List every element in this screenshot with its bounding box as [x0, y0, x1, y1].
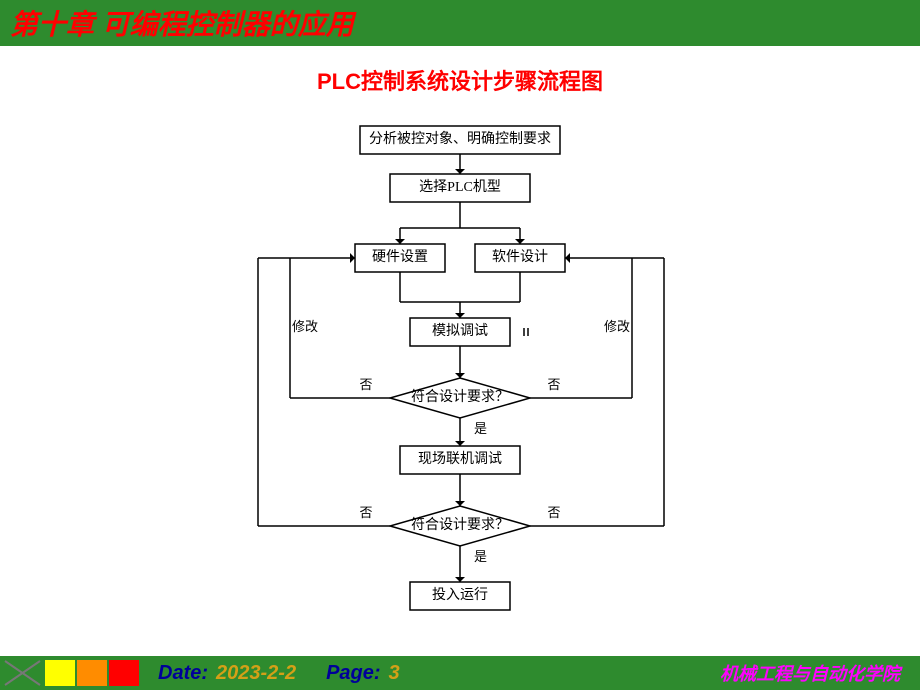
svg-text:修改: 修改 [292, 319, 318, 334]
page-label: Page: [326, 662, 380, 685]
svg-text:否: 否 [547, 505, 560, 520]
date-label: Date: [158, 662, 208, 685]
svg-text:硬件设置: 硬件设置 [372, 249, 428, 265]
svg-text:符合设计要求？: 符合设计要求？ [411, 517, 509, 533]
svg-text:否: 否 [359, 377, 372, 392]
footer-bar: Date: 2023-2-2 Page: 3 机械工程与自动化学院 [0, 656, 920, 690]
svg-text:软件设计: 软件设计 [492, 249, 548, 265]
page-value: 3 [389, 662, 400, 685]
svg-text:模拟调试: 模拟调试 [432, 323, 488, 339]
slide-subtitle: PLC控制系统设计步骤流程图 [0, 64, 920, 96]
date-value: 2023-2-2 [216, 662, 296, 685]
svg-text:符合设计要求？: 符合设计要求？ [411, 389, 509, 405]
svg-text:现场联机调试: 现场联机调试 [418, 451, 502, 467]
svg-text:否: 否 [359, 505, 372, 520]
svg-text:投入运行: 投入运行 [432, 587, 488, 603]
svg-text:分析被控对象、明确控制要求: 分析被控对象、明确控制要求 [369, 131, 551, 147]
footer-institution: 机械工程与自动化学院 [720, 660, 900, 686]
footer-decoration [0, 656, 150, 690]
header-bar: 第十章 可编程控制器的应用 [0, 0, 920, 46]
chapter-title: 第十章 可编程控制器的应用 [10, 3, 354, 43]
svg-text:是: 是 [474, 549, 487, 564]
svg-text:选择PLC机型: 选择PLC机型 [419, 179, 501, 195]
svg-text:否: 否 [547, 377, 560, 392]
svg-text:是: 是 [474, 421, 487, 436]
flowchart-svg: 分析被控对象、明确控制要求选择PLC机型硬件设置 软件设计模拟调试符合设计要求？ 现… [0, 110, 920, 640]
flowchart-container: 分析被控对象、明确控制要求选择PLC机型硬件设置 软件设计模拟调试符合设计要求？ 现… [0, 110, 920, 640]
svg-text:修改: 修改 [604, 319, 630, 334]
